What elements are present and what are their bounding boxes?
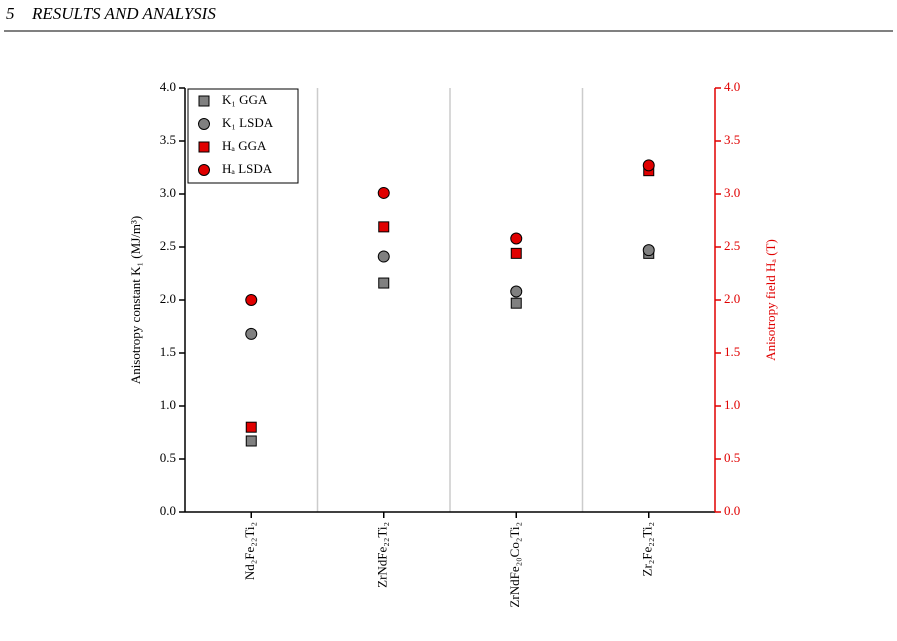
- legend-marker: [198, 118, 210, 130]
- point: [510, 232, 523, 245]
- x-tick-label: Zr₂Fe₂₂Ti₂: [640, 522, 655, 577]
- point: [378, 221, 390, 233]
- legend-label: Hₐ GGA: [222, 138, 267, 153]
- y-tick-label: 3.5: [160, 132, 176, 147]
- y2-tick-label: 3.5: [724, 132, 740, 147]
- legend-marker: [198, 95, 210, 107]
- y-tick-label: 4.0: [160, 79, 176, 94]
- y-tick-label: 1.5: [160, 344, 176, 359]
- point: [642, 159, 655, 172]
- y2-axis-label: Anisotropy field Hₐ (T): [763, 239, 778, 361]
- section-number: 5: [6, 4, 15, 23]
- point: [245, 421, 257, 433]
- y-tick-label: 0.5: [160, 450, 176, 465]
- legend-label: K₁ LSDA: [222, 115, 274, 130]
- point: [378, 277, 390, 289]
- y2-tick-label: 1.5: [724, 344, 740, 359]
- legend-label: Hₐ LSDA: [222, 161, 273, 176]
- y-tick-label: 2.0: [160, 291, 176, 306]
- point: [510, 285, 523, 298]
- legend-label: K₁ GGA: [222, 92, 268, 107]
- y-tick-label: 3.0: [160, 185, 176, 200]
- legend-marker: [198, 141, 210, 153]
- y2-tick-label: 1.0: [724, 397, 740, 412]
- y2-tick-label: 0.0: [724, 503, 740, 518]
- y-tick-label: 1.0: [160, 397, 176, 412]
- point: [245, 435, 257, 447]
- point: [510, 297, 522, 309]
- section-title: RESULTS AND ANALYSIS: [31, 4, 216, 23]
- legend-marker: [198, 164, 210, 176]
- y-tick-label: 2.5: [160, 238, 176, 253]
- y-axis-label: Anisotropy constant K₁ (MJ/m³): [128, 216, 143, 384]
- point: [377, 186, 390, 199]
- x-tick-label: Nd₂Fe₂₂Ti₂: [242, 522, 257, 580]
- y2-tick-label: 0.5: [724, 450, 740, 465]
- y2-tick-label: 2.5: [724, 238, 740, 253]
- point: [245, 327, 258, 340]
- y2-tick-label: 2.0: [724, 291, 740, 306]
- point: [642, 244, 655, 257]
- x-tick-label: ZrNdFe₂₂Ti₂: [375, 522, 390, 588]
- point: [245, 294, 258, 306]
- y-tick-label: 0.0: [160, 503, 176, 518]
- y2-tick-label: 3.0: [724, 185, 740, 200]
- y2-tick-label: 4.0: [724, 79, 740, 94]
- point: [377, 250, 390, 263]
- x-tick-label: ZrNdFe₂₀Co₂Ti₂: [507, 522, 522, 608]
- point: [510, 247, 522, 259]
